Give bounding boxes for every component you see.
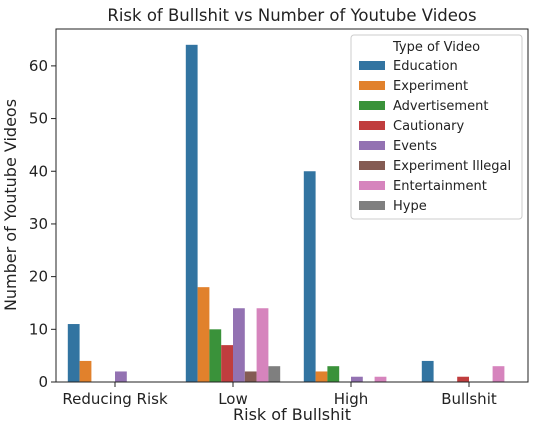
legend-swatch: [359, 201, 385, 210]
y-axis: 0 10 20 30 40 50 60: [29, 57, 56, 391]
legend-frame: [350, 34, 523, 220]
plot-frame: [55, 28, 529, 383]
legend-swatch: [359, 61, 385, 70]
y-tick-label: 10: [29, 320, 48, 338]
bar-events-high: [351, 376, 363, 382]
bar-education-high: [303, 171, 316, 382]
legend-item-label: Hype: [393, 199, 427, 214]
legend-swatch: [359, 181, 385, 190]
y-tick-label: 0: [38, 373, 48, 391]
bar-cautionary-bullshit: [457, 376, 469, 382]
legend-item-label: Cautionary: [393, 119, 464, 134]
legend-item-label: Events: [393, 139, 437, 154]
legend-item-label: Experiment Illegal: [393, 159, 511, 174]
x-tick-label: High: [334, 390, 368, 408]
legend-item-label: Entertainment: [393, 179, 487, 194]
x-tick-label: Low: [218, 390, 248, 408]
y-tick-label: 30: [29, 215, 48, 233]
legend-swatch: [359, 121, 385, 130]
bar-entertainment-low: [256, 308, 269, 382]
legend-swatch: [359, 161, 385, 170]
legend-title: Type of Video: [392, 40, 480, 55]
bars-group: [67, 44, 505, 383]
bar-experiment-high: [315, 371, 328, 382]
bar-entertainment-high: [374, 376, 387, 382]
bar-hype-low: [268, 366, 281, 382]
x-tick-label: Bullshit: [441, 390, 497, 408]
bar-entertainment-bullshit: [492, 366, 505, 382]
bar-education-reducing-risk: [67, 324, 80, 382]
bar-events-low: [233, 308, 245, 382]
bar-events-reducing-risk: [115, 371, 127, 382]
legend-swatch: [359, 81, 385, 90]
bar-advertisement-high: [327, 366, 340, 382]
legend-item-label: Education: [393, 59, 458, 74]
bar-advertisement-low: [209, 329, 222, 382]
legend-swatch: [359, 141, 385, 150]
legend-swatch: [359, 101, 385, 110]
bar-education-bullshit: [421, 360, 434, 382]
y-tick-label: 50: [29, 110, 48, 128]
bar-experiment-low: [197, 287, 210, 382]
x-tick-label: Reducing Risk: [62, 390, 168, 408]
y-axis-label: Number of Youtube Videos: [1, 99, 20, 311]
x-axis-label: Risk of Bullshit: [233, 405, 351, 424]
y-tick-label: 60: [29, 57, 48, 75]
chart-title: Risk of Bullshit vs Number of Youtube Vi…: [107, 6, 476, 25]
x-axis: Reducing Risk Low High Bullshit: [62, 382, 497, 408]
legend-item-label: Experiment: [393, 79, 468, 94]
bar-cautionary-low: [221, 345, 233, 382]
bar-education-low: [185, 44, 198, 383]
legend-item-label: Advertisement: [393, 99, 488, 114]
y-tick-label: 40: [29, 162, 48, 180]
bar-experiment-illegal-low: [244, 371, 257, 382]
y-tick-label: 20: [29, 268, 48, 286]
legend: Type of Video Education Experiment Advertis…: [350, 34, 523, 220]
bar-experiment-reducing-risk: [79, 360, 92, 382]
